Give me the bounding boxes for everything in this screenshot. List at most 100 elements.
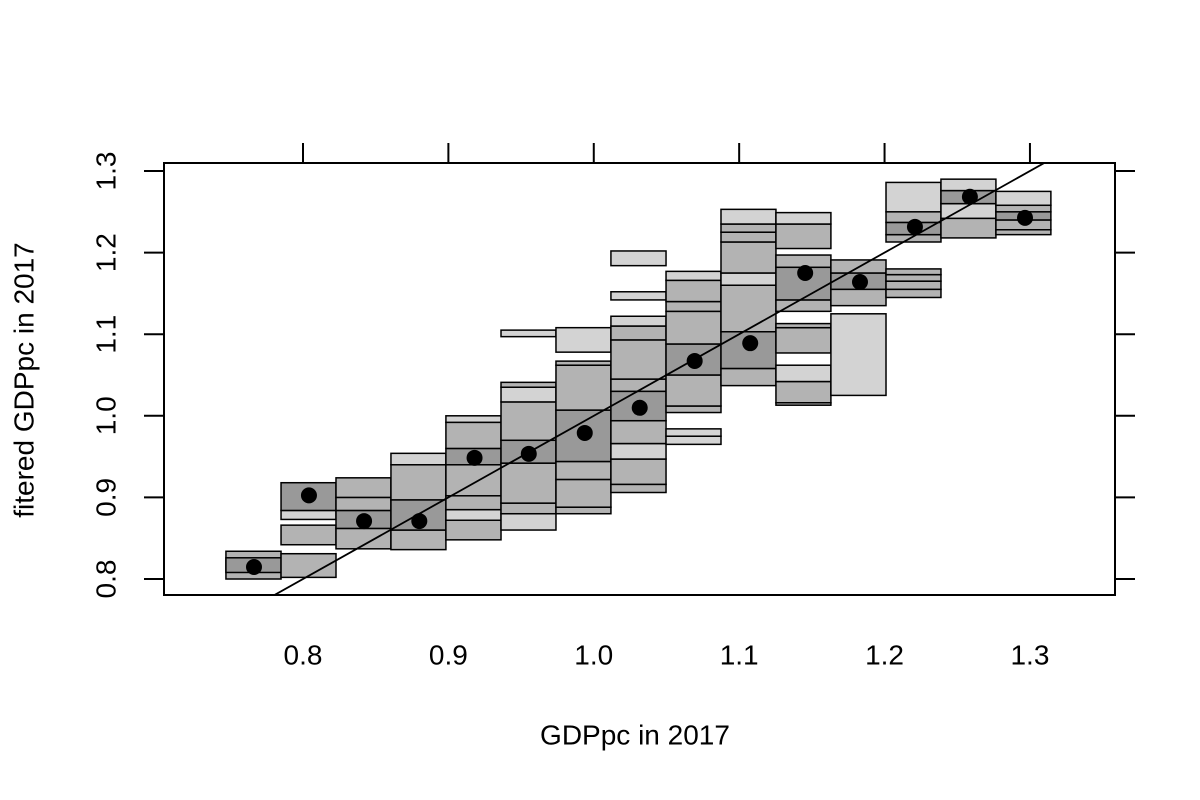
bin-box xyxy=(665,405,722,414)
point xyxy=(245,559,262,576)
bin-box xyxy=(775,322,832,329)
bin-box xyxy=(885,181,942,213)
bin-box xyxy=(610,442,667,460)
bin-box xyxy=(610,291,667,301)
point xyxy=(1017,209,1034,226)
bin-box xyxy=(665,310,722,345)
bin-box xyxy=(720,284,777,333)
bin-box xyxy=(555,478,612,508)
bin-box xyxy=(665,270,722,282)
bin-box xyxy=(665,279,722,303)
x-tick-label: 1.1 xyxy=(720,639,759,670)
point xyxy=(742,335,759,352)
bin-box xyxy=(720,272,777,286)
bin-box xyxy=(445,421,502,450)
bin-box xyxy=(995,190,1052,207)
bin-box xyxy=(555,360,612,366)
x-axis-label: GDPpc in 2017 xyxy=(540,719,730,750)
bin-box xyxy=(720,231,777,243)
point xyxy=(300,487,317,504)
bin-box xyxy=(555,506,612,515)
y-tick-label: 1.2 xyxy=(90,233,121,272)
plot-frame xyxy=(163,162,1116,596)
y-tick-label: 1.0 xyxy=(90,396,121,435)
point xyxy=(466,449,483,466)
x-tick-label: 1.3 xyxy=(1010,639,1049,670)
bin-box xyxy=(610,458,667,486)
bin-box xyxy=(720,241,777,274)
bin-box xyxy=(830,288,887,307)
bin-box xyxy=(885,288,942,299)
bin-box xyxy=(940,217,997,239)
x-tick-label: 1.0 xyxy=(574,639,613,670)
bin-box xyxy=(500,462,557,504)
bin-box xyxy=(940,178,997,192)
bin-box xyxy=(665,374,722,407)
bin-box xyxy=(445,495,502,511)
x-tick-label: 0.8 xyxy=(284,639,323,670)
point xyxy=(686,352,703,369)
bin-box xyxy=(390,452,447,466)
bin-box xyxy=(610,483,667,494)
bin-box xyxy=(665,435,722,446)
bin-box xyxy=(610,378,667,393)
x-tick-label: 1.2 xyxy=(865,639,904,670)
bin-box xyxy=(445,415,502,424)
point xyxy=(906,218,923,235)
bin-box xyxy=(885,268,942,276)
point xyxy=(576,424,593,441)
point xyxy=(520,445,537,462)
bin-box xyxy=(665,300,722,313)
bin-box xyxy=(775,326,832,354)
bin-box xyxy=(335,496,392,512)
bin-box xyxy=(280,509,337,521)
bin-box xyxy=(610,419,667,445)
point xyxy=(797,264,814,281)
y-tick-label: 0.9 xyxy=(90,478,121,517)
bin-box xyxy=(500,329,557,338)
bin-box xyxy=(445,508,502,522)
bin-box xyxy=(775,364,832,383)
bin-box xyxy=(280,524,337,546)
bin-box xyxy=(665,428,722,437)
bin-box xyxy=(720,367,777,387)
bin-box xyxy=(555,364,612,411)
bin-box xyxy=(885,273,942,282)
y-tick-label: 1.3 xyxy=(90,152,121,191)
bin-box xyxy=(775,223,832,250)
bin-box xyxy=(500,401,557,442)
bin-box xyxy=(885,280,942,291)
point xyxy=(411,513,428,530)
point xyxy=(961,188,978,205)
plot-area xyxy=(225,163,1052,595)
y-tick-label: 1.1 xyxy=(90,315,121,354)
bin-box xyxy=(555,326,612,353)
bin-box xyxy=(555,460,612,481)
bin-box xyxy=(500,512,557,531)
x-tick-label: 0.9 xyxy=(429,639,468,670)
bin-box xyxy=(500,502,557,515)
bin-box xyxy=(720,223,777,233)
bin-box xyxy=(390,464,447,501)
bin-box xyxy=(390,529,447,551)
bin-box xyxy=(720,208,777,225)
bin-box xyxy=(500,381,557,388)
bin-box xyxy=(830,313,887,397)
point xyxy=(851,273,868,290)
bin-box xyxy=(500,386,557,403)
bin-box xyxy=(610,339,667,380)
point xyxy=(631,399,648,416)
bin-box xyxy=(280,552,337,579)
bin-box xyxy=(445,464,502,497)
bin-box xyxy=(610,315,667,327)
y-axis-label: fitered GDPpc in 2017 xyxy=(8,242,39,518)
bin-box xyxy=(610,325,667,341)
bin-box xyxy=(775,380,832,404)
bin-box xyxy=(610,250,667,267)
bin-box xyxy=(445,519,502,541)
reference-line xyxy=(272,163,1047,595)
y-tick-label: 0.8 xyxy=(90,560,121,599)
point xyxy=(356,513,373,530)
bin-box xyxy=(775,211,832,225)
